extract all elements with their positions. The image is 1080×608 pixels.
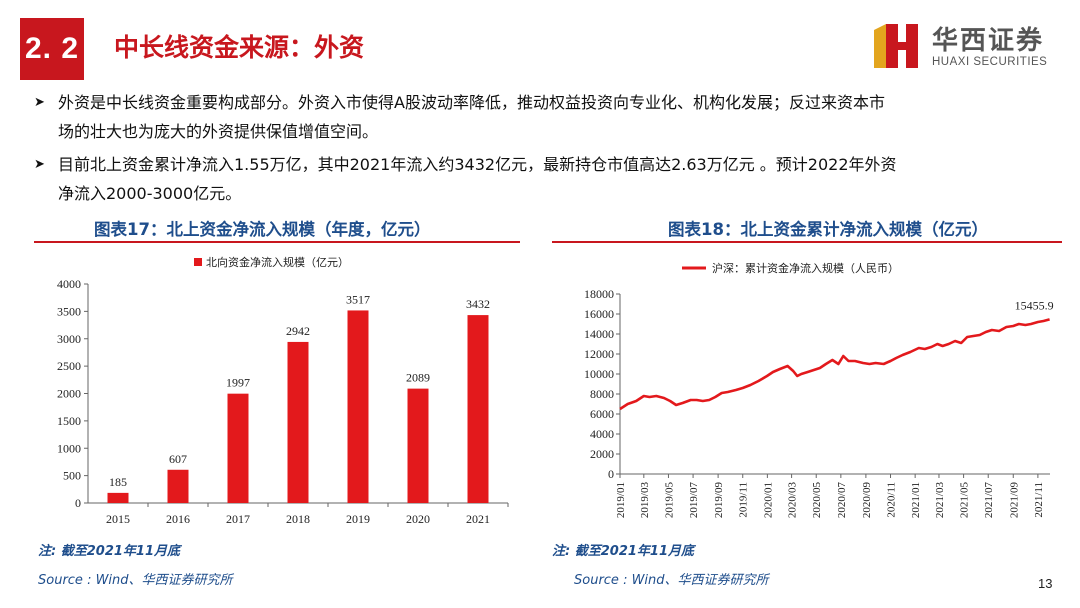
x-tick-label: 2015: [106, 512, 130, 526]
legend-label: 沪深：累计资金净流入规模（人民币）: [712, 261, 899, 275]
x-tick-label: 2021/11: [1033, 482, 1045, 518]
y-tick-label: 500: [63, 469, 81, 483]
x-tick-label: 2020/01: [762, 482, 774, 518]
left-chart-title: 图表17：北上资金净流入规模（年度，亿元）: [94, 220, 431, 239]
bar: [167, 469, 189, 503]
x-tick-label: 2021/07: [983, 482, 995, 519]
company-logo: 华西证券 HUAXI SECURITIES: [872, 18, 1062, 76]
legend-label: 北向资金净流入规模（亿元）: [206, 255, 349, 269]
bar: [347, 310, 369, 503]
bar-value-label: 185: [109, 475, 127, 489]
x-tick-label: 2021/01: [910, 482, 922, 518]
x-tick-label: 2019/11: [738, 482, 750, 518]
bullet-line: 目前北上资金累计净流入1.55万亿，其中2021年流入约3432亿元，最新持仓市…: [58, 155, 897, 174]
x-tick-label: 2020/05: [811, 482, 823, 519]
bar-value-label: 2942: [286, 324, 310, 338]
x-tick-label: 2020: [406, 512, 430, 526]
x-tick-label: 2019/07: [688, 482, 700, 519]
x-tick-label: 2021/03: [934, 482, 946, 519]
x-tick-label: 2021/05: [959, 482, 971, 519]
bar-value-label: 1997: [226, 376, 250, 390]
x-tick-label: 2019/05: [663, 482, 675, 519]
bullet-arrow-icon: ➤: [34, 157, 45, 172]
y-tick-label: 0: [75, 496, 81, 510]
logo-english-name: HUAXI SECURITIES: [932, 56, 1048, 68]
x-tick-label: 2020/11: [886, 482, 898, 518]
bar-value-label: 2089: [406, 371, 430, 385]
bullet-arrow-icon: ➤: [34, 95, 45, 110]
x-tick-label: 2016: [166, 512, 190, 526]
x-tick-label: 2018: [286, 512, 310, 526]
bullet-line: 外资是中长线资金重要构成部分。外资入市使得A股波动率降低，推动权益投资向专业化、…: [58, 93, 885, 112]
left-chart-source: Source : Wind、华西证券研究所: [38, 573, 233, 588]
logo-chinese-name: 华西证券: [932, 26, 1045, 56]
end-value-label: 15455.9: [1015, 298, 1054, 312]
x-tick-label: 2019/01: [615, 482, 627, 518]
bar-value-label: 607: [169, 452, 187, 466]
y-tick-label: 3000: [57, 332, 81, 346]
bar: [107, 492, 129, 503]
bullet-line: 场的壮大也为庞大的外资提供保值增值空间。: [58, 122, 379, 141]
y-tick-label: 16000: [584, 307, 614, 321]
bar: [407, 388, 429, 503]
y-tick-label: 18000: [584, 287, 614, 301]
right-chart-divider: [552, 241, 1062, 243]
left-chart-divider: [34, 241, 520, 243]
right-chart-note: 注: 截至2021年11月底: [552, 544, 694, 559]
left-chart-note: 注: 截至2021年11月底: [38, 544, 180, 559]
bar: [287, 341, 309, 503]
series-line: [619, 318, 1050, 411]
y-tick-label: 8000: [590, 387, 614, 401]
y-tick-label: 0: [608, 467, 614, 481]
x-tick-label: 2020/03: [787, 482, 799, 519]
legend-swatch: [194, 258, 202, 266]
y-tick-label: 3500: [57, 304, 81, 318]
y-tick-label: 2000: [590, 447, 614, 461]
x-tick-label: 2019: [346, 512, 370, 526]
page-title: 中长线资金来源：外资: [114, 33, 365, 62]
x-tick-label: 2021: [466, 512, 490, 526]
x-tick-label: 2019/09: [713, 482, 725, 519]
y-tick-label: 2500: [57, 359, 81, 373]
y-tick-label: 4000: [57, 277, 81, 291]
bar: [227, 393, 249, 503]
bar: [467, 315, 489, 503]
bar-value-label: 3517: [346, 292, 370, 306]
bullet-line: 净流入2000-3000亿元。: [58, 184, 242, 203]
y-tick-label: 12000: [584, 347, 614, 361]
page-number: 13: [1038, 576, 1053, 591]
x-tick-label: 2017: [226, 512, 250, 526]
x-tick-label: 2020/07: [836, 482, 848, 519]
x-tick-label: 2020/09: [861, 482, 873, 519]
right-chart-title: 图表18：北上资金累计净流入规模（亿元）: [668, 220, 988, 239]
line-chart: 沪深：累计资金净流入规模（人民币） 0 2000 4000 6000 8000 10000 1…: [584, 261, 1054, 519]
right-chart-source: Source : Wind、华西证券研究所: [574, 573, 769, 588]
x-tick-label: 2021/09: [1008, 482, 1020, 519]
y-tick-label: 14000: [584, 327, 614, 341]
y-tick-label: 6000: [590, 407, 614, 421]
y-tick-label: 10000: [584, 367, 614, 381]
bar-value-label: 3432: [466, 297, 490, 311]
y-tick-label: 1000: [57, 441, 81, 455]
y-tick-label: 4000: [590, 427, 614, 441]
y-tick-label: 2000: [57, 387, 81, 401]
x-tick-label: 2019/03: [639, 482, 651, 519]
section-number-badge: 2. 2: [20, 18, 84, 80]
bar-chart: 北向资金净流入规模（亿元） 0 500 1000 1500 2000 2500 3000 350…: [57, 255, 509, 526]
huaxi-logo-icon: [874, 24, 918, 68]
y-tick-label: 1500: [57, 414, 81, 428]
